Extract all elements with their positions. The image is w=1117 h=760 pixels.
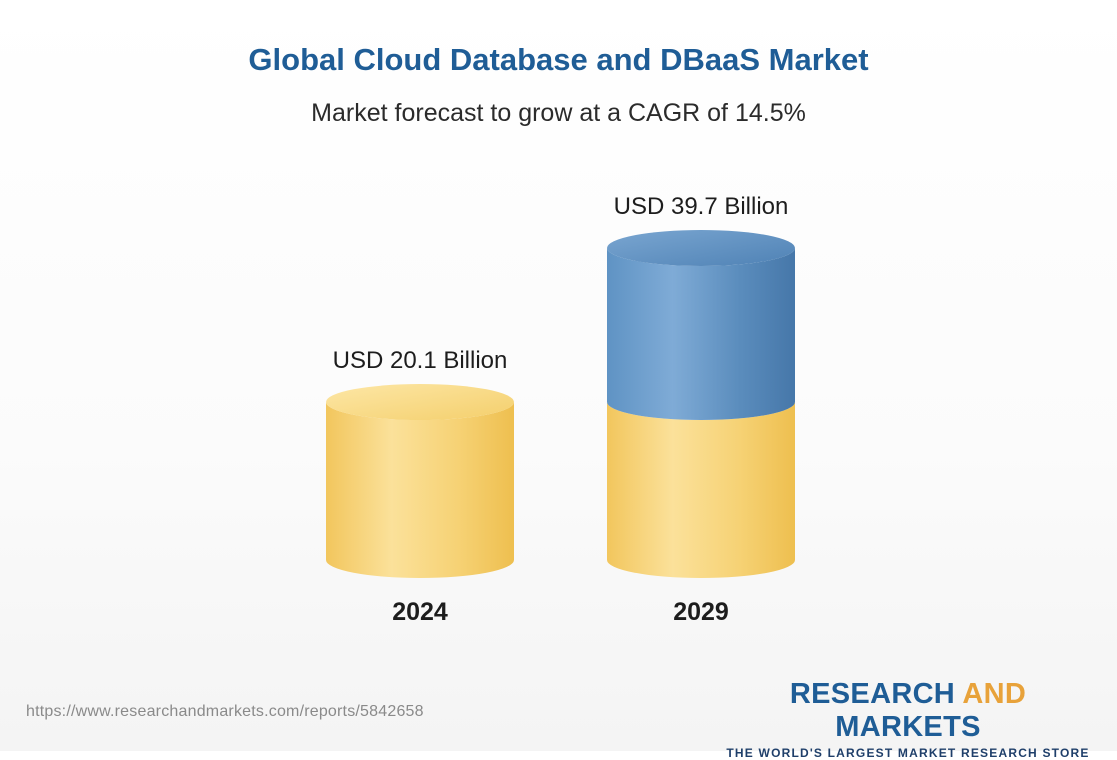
brand-tagline: THE WORLD'S LARGEST MARKET RESEARCH STOR…: [726, 746, 1090, 760]
source-url: https://www.researchandmarkets.com/repor…: [26, 703, 424, 720]
category-label: 2024: [392, 598, 448, 626]
bar-top-cap: [607, 230, 795, 266]
bar-base-segment: [326, 402, 514, 578]
chart-title: Global Cloud Database and DBaaS Market: [248, 42, 869, 77]
brand-name-part1: RESEARCH: [789, 678, 963, 710]
brand-name-part3: MARKETS: [835, 711, 981, 743]
research-and-markets-logo: RESEARCH AND MARKETS THE WORLD'S LARGEST…: [718, 678, 1098, 760]
category-label: 2029: [673, 598, 729, 626]
data-label: USD 20.1 Billion: [333, 347, 508, 374]
cylinder-bar-2024: USD 20.1 Billion 2024: [326, 347, 514, 626]
chart-subtitle: Market forecast to grow at a CAGR of 14.…: [311, 99, 806, 127]
brand-name-accent: AND: [962, 678, 1027, 710]
brand-name: RESEARCH AND MARKETS: [718, 678, 1098, 744]
cylinder-bar-2029: USD 39.7 Billion 2029: [607, 193, 795, 626]
bar-growth-segment: [607, 248, 795, 421]
bar-top-cap: [326, 384, 514, 421]
bars-layer: USD 20.1 Billion 2024 USD 39.7 Billion 2029: [326, 193, 795, 626]
data-label: USD 39.7 Billion: [614, 193, 789, 220]
bar-base-segment: [607, 402, 795, 578]
